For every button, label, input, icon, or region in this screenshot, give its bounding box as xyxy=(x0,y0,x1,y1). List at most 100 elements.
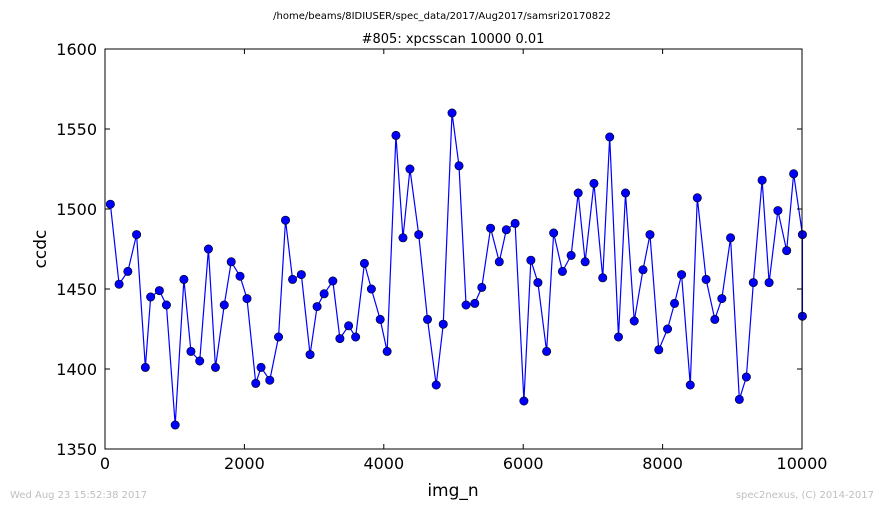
data-point xyxy=(179,274,189,284)
data-point xyxy=(366,284,376,294)
data-point xyxy=(598,273,608,283)
data-point xyxy=(494,257,504,267)
footer-credit: spec2nexus, (C) 2014-2017 xyxy=(736,490,874,501)
data-point xyxy=(510,218,520,228)
data-point xyxy=(701,274,711,284)
plot-area: 0 2000 4000 6000 8000 10000 13501400145015001… xyxy=(56,40,827,473)
data-point xyxy=(454,161,464,171)
data-point xyxy=(438,319,448,329)
data-point xyxy=(161,300,171,310)
x-tick-label: 6000 xyxy=(503,454,544,473)
data-point xyxy=(589,178,599,188)
data-point xyxy=(757,175,767,185)
data-point xyxy=(203,244,213,254)
data-point xyxy=(692,193,702,203)
data-point xyxy=(105,199,115,209)
chart-title: #805: xpcsscan 10000 0.01 xyxy=(362,32,545,47)
data-point xyxy=(335,334,345,344)
footer-timestamp: Wed Aug 23 15:52:38 2017 xyxy=(10,490,147,501)
data-point xyxy=(717,294,727,304)
data-point xyxy=(645,230,655,240)
data-point xyxy=(654,345,664,355)
y-tick-label: 1350 xyxy=(56,440,97,459)
data-point xyxy=(288,274,298,284)
data-point xyxy=(764,278,774,288)
data-point xyxy=(533,278,543,288)
data-point xyxy=(274,332,284,342)
data-point xyxy=(226,257,236,267)
data-point xyxy=(477,282,487,292)
data-point xyxy=(235,271,245,281)
x-tick-label: 8000 xyxy=(642,454,683,473)
data-point xyxy=(251,378,261,388)
data-point xyxy=(573,188,583,198)
data-point xyxy=(663,324,673,334)
data-point xyxy=(305,350,315,360)
data-point xyxy=(359,258,369,268)
data-point xyxy=(391,130,401,140)
data-point xyxy=(398,233,408,243)
data-point xyxy=(670,298,680,308)
data-point xyxy=(726,233,736,243)
data-point xyxy=(140,362,150,372)
data-point xyxy=(542,346,552,356)
data-point xyxy=(405,164,415,174)
y-tick-label: 1500 xyxy=(56,200,97,219)
y-axis-ticks: 1350 1400 1450 1500 1550 1600 xyxy=(56,40,802,459)
data-point xyxy=(344,321,354,331)
data-point xyxy=(296,270,306,280)
data-point xyxy=(605,132,615,142)
data-point xyxy=(566,250,576,260)
data-point xyxy=(170,420,180,430)
data-point xyxy=(132,230,142,240)
data-point xyxy=(501,225,511,235)
data-point xyxy=(328,276,338,286)
series-group xyxy=(105,108,807,430)
data-point xyxy=(710,314,720,324)
data-point xyxy=(519,396,529,406)
x-tick-label: 4000 xyxy=(363,454,404,473)
data-point xyxy=(265,375,275,385)
data-point xyxy=(312,302,322,312)
y-tick-label: 1550 xyxy=(56,120,97,139)
figure-suptitle: /home/beams/8IDIUSER/spec_data/2017/Aug2… xyxy=(273,11,611,22)
y-tick-label: 1600 xyxy=(56,40,97,59)
data-point xyxy=(748,278,758,288)
data-point xyxy=(470,298,480,308)
y-tick-label: 1450 xyxy=(56,280,97,299)
data-point xyxy=(431,380,441,390)
data-point xyxy=(734,394,744,404)
axes-frame xyxy=(104,48,803,450)
series-markers xyxy=(105,108,807,430)
x-tick-label: 2000 xyxy=(224,454,265,473)
data-point xyxy=(580,257,590,267)
data-point xyxy=(351,332,361,342)
x-tick-label: 10000 xyxy=(777,454,828,473)
data-point xyxy=(677,270,687,280)
data-point xyxy=(447,108,457,118)
data-point xyxy=(154,286,164,296)
data-point xyxy=(281,215,291,225)
data-point xyxy=(219,300,229,310)
data-point xyxy=(375,314,385,324)
data-point xyxy=(382,346,392,356)
data-point xyxy=(123,266,133,276)
data-point xyxy=(782,246,792,256)
data-point xyxy=(146,292,156,302)
x-tick-label: 0 xyxy=(100,454,110,473)
data-point xyxy=(422,314,432,324)
data-point xyxy=(549,228,559,238)
data-point xyxy=(210,362,220,372)
data-point xyxy=(186,346,196,356)
data-point xyxy=(613,332,623,342)
x-axis-ticks: 0 2000 4000 6000 8000 10000 xyxy=(100,49,828,473)
data-point xyxy=(789,169,799,179)
y-axis-label: ccdc xyxy=(31,230,51,269)
data-point xyxy=(685,380,695,390)
data-point xyxy=(741,372,751,382)
data-point xyxy=(195,356,205,366)
y-tick-label: 1400 xyxy=(56,360,97,379)
data-point xyxy=(621,188,631,198)
